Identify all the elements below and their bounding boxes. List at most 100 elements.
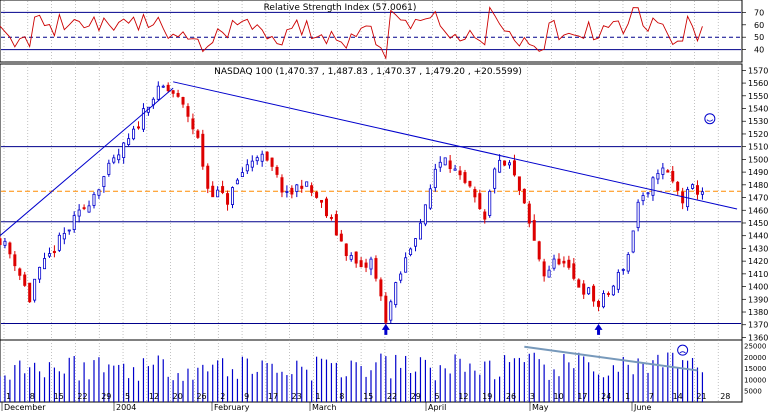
price-tick-label: 1360 <box>748 333 768 342</box>
candle-body <box>290 187 294 195</box>
candle-body <box>221 186 225 193</box>
candle-body <box>636 201 640 228</box>
rsi-panel-frame <box>0 0 743 63</box>
axis-layer: 1 8 15 22 29 5 12 20 26 2 9 17 23 1 8 15 22 29 5 12 19 26 3 10 1… <box>1 8 768 412</box>
candle-body <box>255 157 259 162</box>
volume-tick-label: 25000 <box>744 343 766 351</box>
candle-body <box>206 165 210 189</box>
candle-body <box>171 90 175 94</box>
candle-body <box>681 191 685 204</box>
candle-body <box>651 177 655 196</box>
candle-body <box>28 282 32 303</box>
price-tick-label: 1400 <box>748 283 768 292</box>
month-label: March <box>312 403 336 412</box>
candle-body <box>260 153 264 162</box>
price-tick-label: 1480 <box>748 181 768 190</box>
x-tick-label: 1 <box>6 392 11 401</box>
candle-body <box>33 278 37 301</box>
x-tick-label: 1 <box>625 392 630 401</box>
candle-body <box>77 209 81 217</box>
candle-body <box>230 187 234 205</box>
candle-body <box>47 253 51 257</box>
x-tick-label: 24 <box>601 392 611 401</box>
candle-body <box>676 181 680 191</box>
candle-body <box>62 232 66 240</box>
price-tick-label: 1440 <box>748 232 768 241</box>
candle-body <box>542 261 546 277</box>
candle-body <box>423 204 427 225</box>
candle-body <box>92 193 96 206</box>
price-tick-label: 1460 <box>748 206 768 215</box>
candle-body <box>359 260 363 268</box>
candle-body <box>409 248 413 255</box>
candle-body <box>611 285 615 296</box>
price-layer <box>0 81 741 335</box>
candle-body <box>384 295 388 323</box>
candle-body <box>562 260 566 264</box>
candle-body <box>379 279 383 297</box>
candle-body <box>606 293 610 295</box>
x-tick-label: 17 <box>268 392 278 401</box>
x-tick-label: 12 <box>149 392 159 401</box>
frowny-mouth <box>679 351 686 354</box>
candle-body <box>592 285 596 302</box>
candle-body <box>18 268 22 276</box>
volume-trendline <box>524 345 698 372</box>
candle-body <box>0 238 2 246</box>
candle-body <box>349 255 353 260</box>
candle-body <box>87 205 91 213</box>
candle-body <box>191 118 195 130</box>
candle-body <box>700 191 704 195</box>
candle-body <box>295 184 299 192</box>
candle-body <box>211 185 215 198</box>
candle-body <box>310 185 314 193</box>
x-tick-label: 1 <box>315 392 320 401</box>
candle-body <box>572 263 576 279</box>
candle-body <box>537 241 541 260</box>
candle-body <box>478 193 482 210</box>
x-tick-label: 10 <box>554 392 564 401</box>
candle-body <box>418 222 422 240</box>
candle-body <box>196 130 200 138</box>
candle-body <box>275 166 279 175</box>
candle-body <box>127 138 131 145</box>
price-tick-label: 1430 <box>748 244 768 253</box>
price-tick-label: 1560 <box>748 79 768 88</box>
candle-body <box>112 157 116 163</box>
candle-body <box>641 195 645 202</box>
candle-body <box>334 214 338 236</box>
candle-body <box>547 269 551 278</box>
rsi-layer <box>0 6 741 60</box>
candle-body <box>315 192 319 198</box>
candle-body <box>532 220 536 241</box>
candle-body <box>166 84 170 92</box>
volume-tick-label: 10000 <box>744 376 766 384</box>
x-tick-label: 26 <box>506 392 516 401</box>
candle-body <box>671 171 675 182</box>
candle-body <box>235 179 239 185</box>
candle-body <box>186 106 190 117</box>
x-tick-label: 2 <box>220 392 225 401</box>
candle-body <box>324 198 328 217</box>
rsi-tick-label: 50 <box>754 33 764 42</box>
candle-body <box>661 167 665 175</box>
candle-body <box>23 274 27 286</box>
candle-body <box>458 170 462 176</box>
smiley-mouth <box>706 119 714 122</box>
candle-body <box>597 300 601 307</box>
x-tick-label: 12 <box>458 392 468 401</box>
volume-tick-label: 15000 <box>744 365 766 373</box>
candle-body <box>483 211 487 220</box>
candle-body <box>137 126 141 129</box>
x-tick-label: 9 <box>244 392 249 401</box>
candle-body <box>132 128 136 140</box>
x-tick-label: 19 <box>482 392 492 401</box>
x-tick-label: 15 <box>363 392 373 401</box>
candle-body <box>438 161 442 168</box>
volume-tick-label: 20000 <box>744 354 766 362</box>
candle-body <box>691 184 695 189</box>
candle-body <box>38 266 42 280</box>
candle-body <box>557 258 561 265</box>
price-tick-label: 1380 <box>748 308 768 317</box>
